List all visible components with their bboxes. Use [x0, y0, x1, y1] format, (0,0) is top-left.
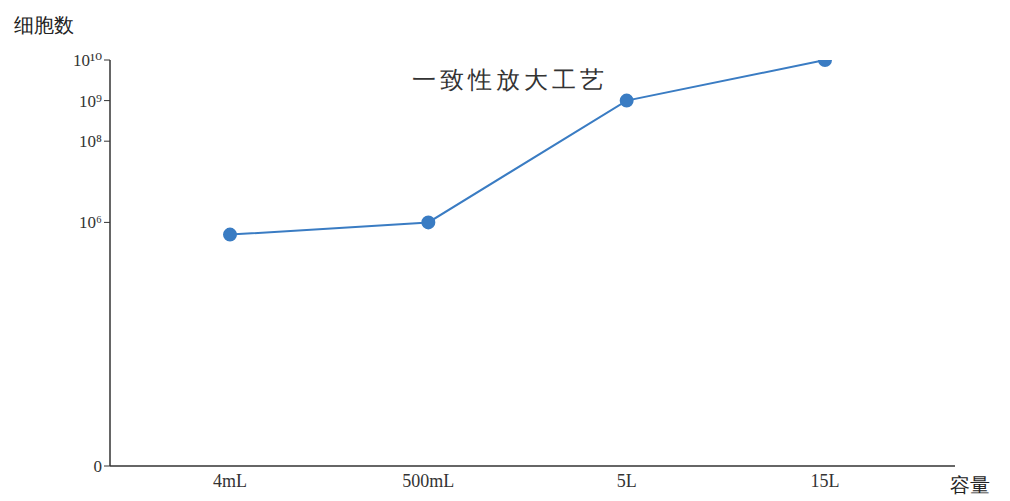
svg-text:4mL: 4mL	[213, 471, 247, 491]
html-text:细胞数: 细胞数	[14, 13, 74, 37]
svg-text:10⁸: 10⁸	[79, 132, 102, 151]
svg-text:10⁶: 10⁶	[79, 213, 102, 232]
svg-text:10⁹: 10⁹	[79, 92, 102, 111]
svg-text:500mL: 500mL	[402, 471, 454, 491]
html-text:容量: 容量	[950, 473, 990, 497]
svg-text:10¹⁰: 10¹⁰	[73, 51, 102, 70]
svg-text:15L: 15L	[811, 471, 840, 491]
svg-text:0: 0	[94, 457, 103, 476]
svg-text:5L: 5L	[617, 471, 637, 491]
html-text:一致性放大工艺: 一致性放大工艺	[412, 66, 608, 94]
